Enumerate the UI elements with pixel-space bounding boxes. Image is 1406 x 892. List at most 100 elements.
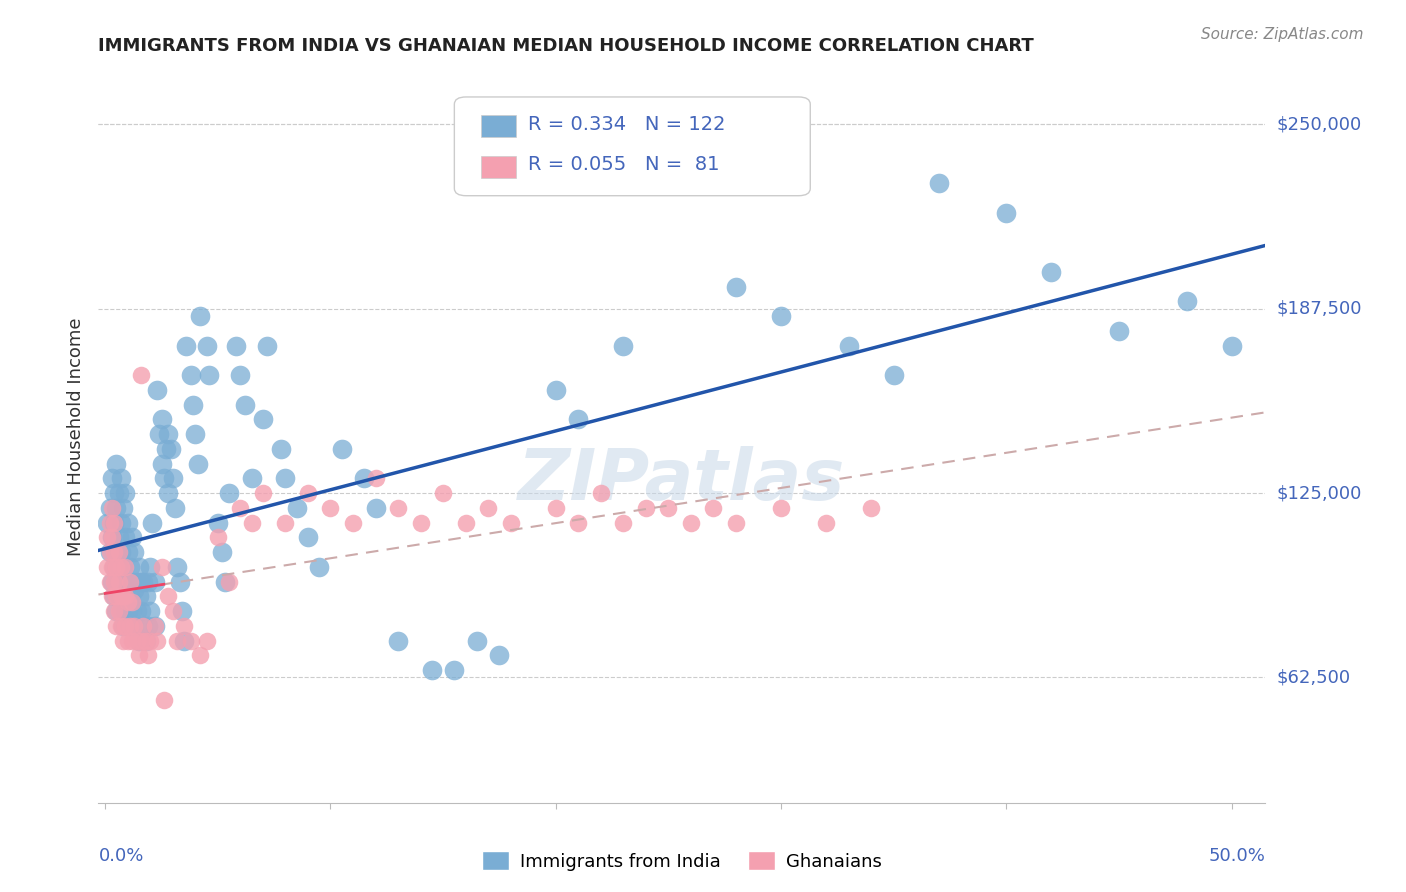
- Text: $62,500: $62,500: [1277, 668, 1351, 687]
- Point: [211, 545, 233, 559]
- Point: [477, 500, 499, 515]
- Point: [117, 545, 139, 559]
- Point: [118, 559, 141, 574]
- Text: 0.0%: 0.0%: [98, 847, 143, 864]
- Point: [308, 559, 330, 574]
- Point: [229, 500, 252, 515]
- Point: [118, 619, 141, 633]
- Point: [124, 545, 146, 559]
- Point: [285, 500, 308, 515]
- Point: [188, 309, 211, 323]
- Point: [240, 516, 263, 530]
- Point: [544, 500, 567, 515]
- Point: [112, 500, 135, 515]
- Point: [125, 574, 148, 589]
- Point: [162, 471, 184, 485]
- Point: [110, 471, 132, 485]
- Point: [103, 486, 125, 500]
- Point: [432, 486, 454, 500]
- Point: [114, 530, 136, 544]
- Point: [110, 604, 132, 618]
- Point: [103, 590, 125, 604]
- Point: [110, 619, 132, 633]
- Point: [180, 633, 202, 648]
- Point: [146, 383, 169, 397]
- Point: [499, 516, 522, 530]
- Point: [330, 442, 353, 456]
- Point: [995, 206, 1018, 220]
- Point: [180, 368, 202, 383]
- Point: [928, 177, 950, 191]
- Point: [214, 574, 236, 589]
- Point: [225, 338, 247, 352]
- Point: [136, 619, 159, 633]
- Point: [883, 368, 905, 383]
- Point: [148, 427, 170, 442]
- Point: [218, 486, 240, 500]
- Point: [101, 559, 124, 574]
- Point: [181, 398, 204, 412]
- Point: [128, 648, 150, 663]
- Point: [103, 545, 125, 559]
- Point: [103, 604, 125, 618]
- Point: [135, 633, 157, 648]
- Point: [121, 530, 143, 544]
- Point: [150, 412, 173, 426]
- Point: [124, 619, 146, 633]
- Point: [634, 500, 657, 515]
- Point: [135, 633, 157, 648]
- Text: R = 0.055   N =  81: R = 0.055 N = 81: [527, 155, 720, 175]
- Point: [770, 500, 793, 515]
- Point: [112, 590, 135, 604]
- Point: [150, 559, 173, 574]
- Point: [207, 530, 229, 544]
- Point: [105, 500, 128, 515]
- Point: [157, 486, 180, 500]
- Point: [152, 471, 174, 485]
- Point: [105, 574, 128, 589]
- Point: [129, 633, 152, 648]
- Point: [129, 604, 152, 618]
- Text: $250,000: $250,000: [1277, 115, 1362, 134]
- Point: [443, 663, 465, 677]
- Point: [174, 338, 197, 352]
- Point: [364, 471, 387, 485]
- Point: [157, 590, 180, 604]
- Y-axis label: Median Household Income: Median Household Income: [66, 318, 84, 557]
- Point: [129, 368, 152, 383]
- Point: [98, 545, 121, 559]
- Point: [544, 383, 567, 397]
- Point: [173, 619, 195, 633]
- Point: [679, 516, 702, 530]
- Point: [110, 516, 132, 530]
- Point: [114, 590, 136, 604]
- Point: [724, 516, 747, 530]
- Point: [188, 648, 211, 663]
- Point: [105, 545, 128, 559]
- Point: [589, 486, 612, 500]
- Point: [118, 574, 141, 589]
- Point: [132, 619, 155, 633]
- Point: [101, 574, 124, 589]
- Point: [105, 559, 128, 574]
- Point: [1040, 265, 1063, 279]
- Point: [240, 471, 263, 485]
- Text: 50.0%: 50.0%: [1209, 847, 1265, 864]
- Point: [121, 574, 143, 589]
- Point: [117, 516, 139, 530]
- Point: [319, 500, 342, 515]
- Point: [139, 604, 162, 618]
- Point: [163, 500, 186, 515]
- Point: [121, 604, 143, 618]
- Point: [387, 633, 409, 648]
- Point: [218, 574, 240, 589]
- Point: [105, 590, 128, 604]
- Legend: Immigrants from India, Ghanaians: Immigrants from India, Ghanaians: [475, 844, 889, 878]
- Point: [118, 619, 141, 633]
- Point: [112, 633, 135, 648]
- Point: [129, 574, 152, 589]
- Point: [420, 663, 443, 677]
- Point: [139, 559, 162, 574]
- Point: [170, 604, 193, 618]
- Point: [187, 457, 209, 471]
